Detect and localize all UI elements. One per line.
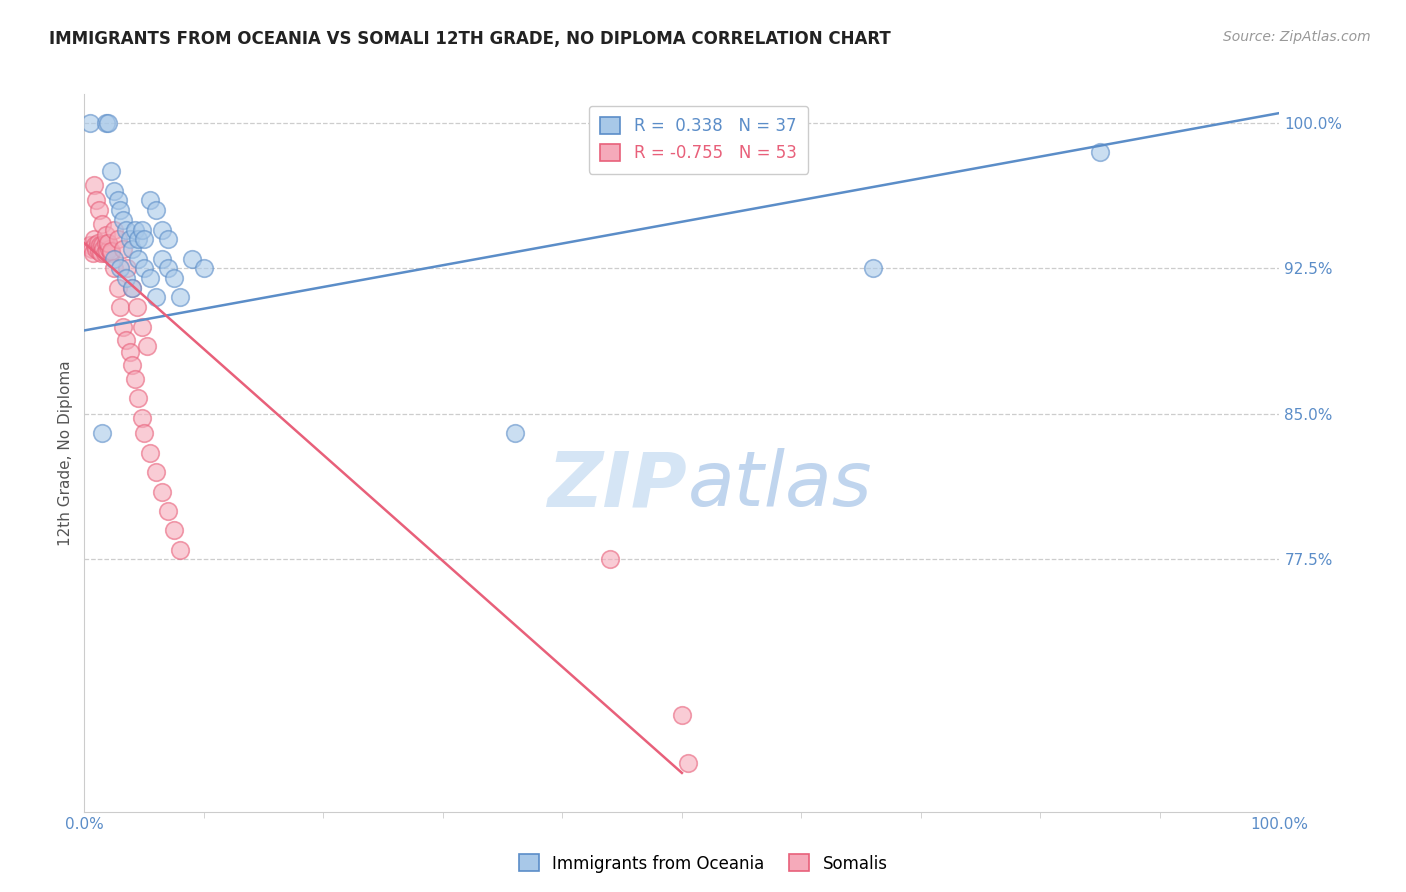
- Point: [103, 252, 125, 266]
- Text: IMMIGRANTS FROM OCEANIA VS SOMALI 12TH GRADE, NO DIPLOMA CORRELATION CHART: IMMIGRANTS FROM OCEANIA VS SOMALI 12TH G…: [49, 30, 891, 48]
- Point: [671, 707, 693, 722]
- Legend: R =  0.338   N = 37, R = -0.755   N = 53: R = 0.338 N = 37, R = -0.755 N = 53: [589, 105, 808, 174]
- Point: [86, 236, 108, 251]
- Point: [121, 359, 143, 373]
- Point: [97, 236, 120, 251]
- Point: [98, 242, 121, 256]
- Point: [110, 261, 132, 276]
- Point: [83, 178, 105, 192]
- Point: [87, 203, 110, 218]
- Point: [124, 222, 146, 236]
- Point: [89, 238, 111, 252]
- Point: [91, 426, 114, 441]
- Point: [94, 116, 117, 130]
- Point: [121, 281, 143, 295]
- Point: [110, 203, 132, 218]
- Point: [145, 290, 167, 304]
- Y-axis label: 12th Grade, No Diploma: 12th Grade, No Diploma: [58, 359, 73, 546]
- Point: [91, 238, 114, 252]
- Point: [121, 242, 143, 256]
- Point: [87, 244, 110, 258]
- Point: [111, 319, 134, 334]
- Point: [124, 372, 146, 386]
- Point: [118, 232, 141, 246]
- Point: [80, 242, 103, 256]
- Point: [676, 756, 699, 771]
- Point: [145, 465, 167, 479]
- Point: [127, 392, 149, 406]
- Point: [84, 238, 107, 252]
- Point: [79, 116, 101, 130]
- Point: [100, 245, 122, 260]
- Point: [157, 232, 180, 246]
- Point: [117, 261, 139, 276]
- Legend: Immigrants from Oceania, Somalis: Immigrants from Oceania, Somalis: [512, 847, 894, 880]
- Point: [145, 203, 167, 218]
- Point: [1090, 145, 1112, 159]
- Point: [111, 212, 134, 227]
- Point: [132, 261, 156, 276]
- Point: [82, 245, 104, 260]
- Point: [131, 410, 153, 425]
- Point: [103, 184, 125, 198]
- Point: [150, 222, 173, 236]
- Point: [181, 252, 204, 266]
- Point: [86, 242, 108, 256]
- Point: [150, 484, 173, 499]
- Point: [132, 426, 156, 441]
- Point: [169, 290, 191, 304]
- Point: [169, 542, 191, 557]
- Point: [193, 261, 215, 276]
- Text: Source: ZipAtlas.com: Source: ZipAtlas.com: [1223, 30, 1371, 45]
- Point: [100, 244, 122, 258]
- Point: [83, 232, 105, 246]
- Point: [115, 222, 138, 236]
- Point: [139, 446, 162, 460]
- Point: [107, 281, 129, 295]
- Point: [115, 333, 138, 347]
- Point: [97, 236, 120, 251]
- Point: [100, 164, 122, 178]
- Point: [131, 319, 153, 334]
- Point: [135, 339, 157, 353]
- Point: [127, 252, 149, 266]
- Point: [94, 236, 117, 251]
- Point: [86, 194, 108, 208]
- Point: [118, 344, 141, 359]
- Point: [139, 271, 162, 285]
- Point: [150, 252, 173, 266]
- Point: [97, 116, 120, 130]
- Point: [111, 242, 134, 256]
- Point: [96, 244, 118, 258]
- Point: [93, 245, 115, 260]
- Point: [599, 552, 621, 566]
- Text: atlas: atlas: [688, 448, 872, 522]
- Point: [131, 222, 153, 236]
- Point: [93, 242, 115, 256]
- Point: [157, 504, 180, 518]
- Point: [91, 217, 114, 231]
- Point: [125, 300, 148, 314]
- Point: [107, 232, 129, 246]
- Point: [90, 245, 112, 260]
- Point: [503, 426, 526, 441]
- Point: [79, 238, 101, 252]
- Point: [94, 228, 117, 243]
- Point: [163, 524, 186, 538]
- Point: [862, 261, 884, 276]
- Point: [110, 300, 132, 314]
- Point: [157, 261, 180, 276]
- Point: [127, 232, 149, 246]
- Point: [103, 261, 125, 276]
- Point: [103, 222, 125, 236]
- Point: [107, 194, 129, 208]
- Point: [163, 271, 186, 285]
- Point: [139, 194, 162, 208]
- Text: ZIP: ZIP: [548, 448, 688, 522]
- Point: [121, 281, 143, 295]
- Point: [132, 232, 156, 246]
- Point: [115, 271, 138, 285]
